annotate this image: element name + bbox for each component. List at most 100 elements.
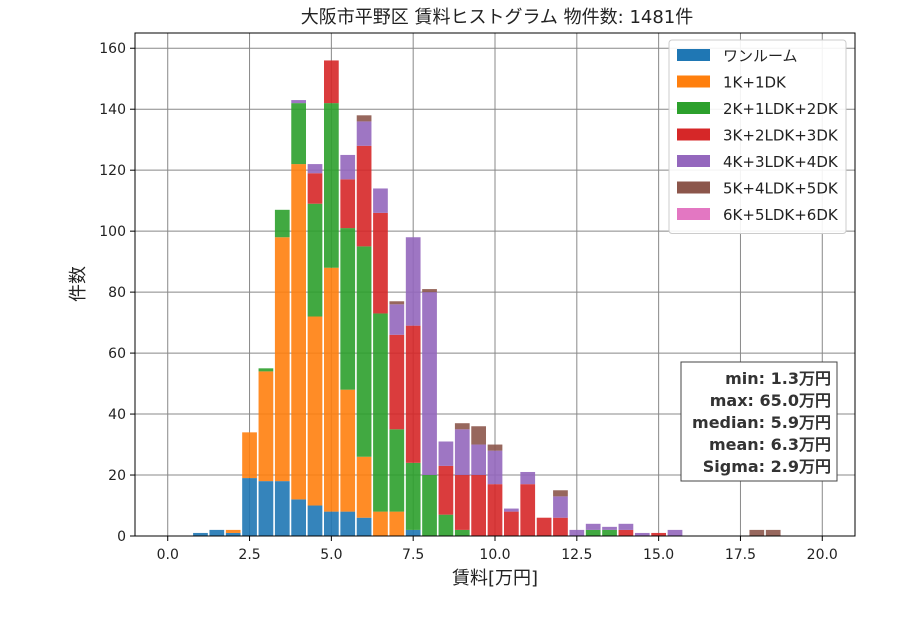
bar-segment <box>405 325 421 463</box>
bar-segment <box>536 517 552 536</box>
bar-segment <box>258 481 274 536</box>
y-tick-label: 120 <box>99 163 126 179</box>
legend-swatch <box>677 181 710 194</box>
bar-segment <box>373 212 388 314</box>
bar-segment <box>618 529 634 536</box>
stats-line: max: 65.0万円 <box>710 391 831 410</box>
y-tick-label: 160 <box>99 41 126 57</box>
bar-segment <box>340 154 356 180</box>
bar-segment <box>487 444 503 451</box>
x-axis-label: 賃料[万円] <box>452 568 538 589</box>
bar-segment <box>504 511 519 536</box>
bar-segment <box>340 179 356 229</box>
bar-segment <box>324 60 339 104</box>
bar-segment <box>585 529 601 536</box>
stats-line: mean: 6.3万円 <box>709 435 831 454</box>
bar-segment <box>765 529 781 536</box>
bar-segment <box>307 316 323 506</box>
bar-segment <box>422 289 437 293</box>
bar-segment <box>520 471 536 485</box>
x-tick-label: 17.5 <box>725 547 756 563</box>
legend-swatch <box>677 155 710 167</box>
bar-segment <box>749 529 765 536</box>
legend-label: 3K+2LDK+3DK <box>723 127 839 145</box>
legend-label: 4K+3LDK+4DK <box>723 153 839 171</box>
stats-frame <box>680 361 838 482</box>
x-tick-label: 10.0 <box>479 547 510 563</box>
bar-segment <box>569 529 585 536</box>
bar-segment <box>471 426 486 445</box>
bar-segment <box>324 267 339 512</box>
bar-segment <box>225 532 241 536</box>
legend-label: 6K+5LDK+6DK <box>723 206 839 224</box>
bar-segment <box>340 511 356 536</box>
x-tick-label: 5.0 <box>320 547 342 563</box>
y-tick-label: 140 <box>99 102 126 118</box>
bar-segment <box>373 511 388 536</box>
bar-segment <box>307 164 323 174</box>
legend-swatch <box>677 208 710 220</box>
x-tick-label: 12.5 <box>561 547 592 563</box>
bar-segment <box>307 505 323 536</box>
bar-segment <box>307 203 323 317</box>
bar-segment <box>602 529 617 536</box>
bar-segment <box>291 103 306 165</box>
bar-segment <box>242 478 257 536</box>
bar-segment <box>585 523 601 530</box>
legend-swatch <box>677 128 710 141</box>
bar-segment <box>389 301 405 305</box>
bar-segment <box>667 529 683 536</box>
legend-swatch <box>677 102 710 114</box>
y-tick-label: 60 <box>108 346 126 362</box>
bar-segment <box>340 228 356 390</box>
y-tick-label: 0 <box>117 529 126 545</box>
bar-segment <box>454 429 470 476</box>
ticks: 0.0 2.5 5.0 7.5 10.0 12.5 15.0 17.5 20.0 0 20 40 60 8… <box>99 41 838 563</box>
bar-segment <box>307 173 323 204</box>
bar-segment <box>438 514 454 536</box>
bar-segment <box>454 475 470 530</box>
bar-segment <box>274 481 290 536</box>
bar-segment <box>324 103 339 268</box>
bar-segment <box>356 517 372 536</box>
legend-swatch <box>677 49 710 61</box>
bar-segment <box>389 429 405 512</box>
bar-segment <box>634 532 650 536</box>
bar-segment <box>438 465 454 515</box>
bar-segment <box>651 532 666 536</box>
bar-segment <box>291 499 306 536</box>
bar-segment <box>242 432 257 479</box>
x-tick-label: 2.5 <box>238 547 260 563</box>
x-tick-label: 7.5 <box>402 547 424 563</box>
legend-label: 2K+1LDK+2DK <box>723 100 839 118</box>
bar-segment <box>274 209 290 238</box>
bar-segment <box>356 121 372 146</box>
bar-segment <box>356 115 372 122</box>
legend-label: 1K+1DK <box>723 74 787 92</box>
bar-segment <box>258 371 274 482</box>
bar-segment <box>471 444 486 476</box>
bar-segment <box>324 511 339 536</box>
bar-segment <box>553 490 568 497</box>
bar-segment <box>356 246 372 457</box>
chart-title: 大阪市平野区 賃料ヒストグラム 物件数: 1481件 <box>301 7 694 28</box>
y-tick-label: 20 <box>108 468 126 484</box>
x-tick-label: 20.0 <box>807 547 838 563</box>
bar-segment <box>454 529 470 536</box>
stats-line: Sigma: 2.9万円 <box>703 457 831 476</box>
bar-segment <box>373 313 388 512</box>
bar-segment <box>356 145 372 247</box>
bar-segment <box>405 462 421 530</box>
bar-segment <box>553 517 568 536</box>
y-axis-label: 件数 <box>68 266 89 302</box>
bar-segment <box>520 484 536 536</box>
bar-segment <box>405 529 421 536</box>
x-tick-label: 0.0 <box>157 547 179 563</box>
x-tick-label: 15.0 <box>643 547 674 563</box>
legend-frame <box>668 39 847 234</box>
bar-segment <box>389 304 405 335</box>
stats-line: median: 5.9万円 <box>692 413 831 432</box>
bar-segment <box>291 100 306 104</box>
bar-segment <box>471 475 486 536</box>
